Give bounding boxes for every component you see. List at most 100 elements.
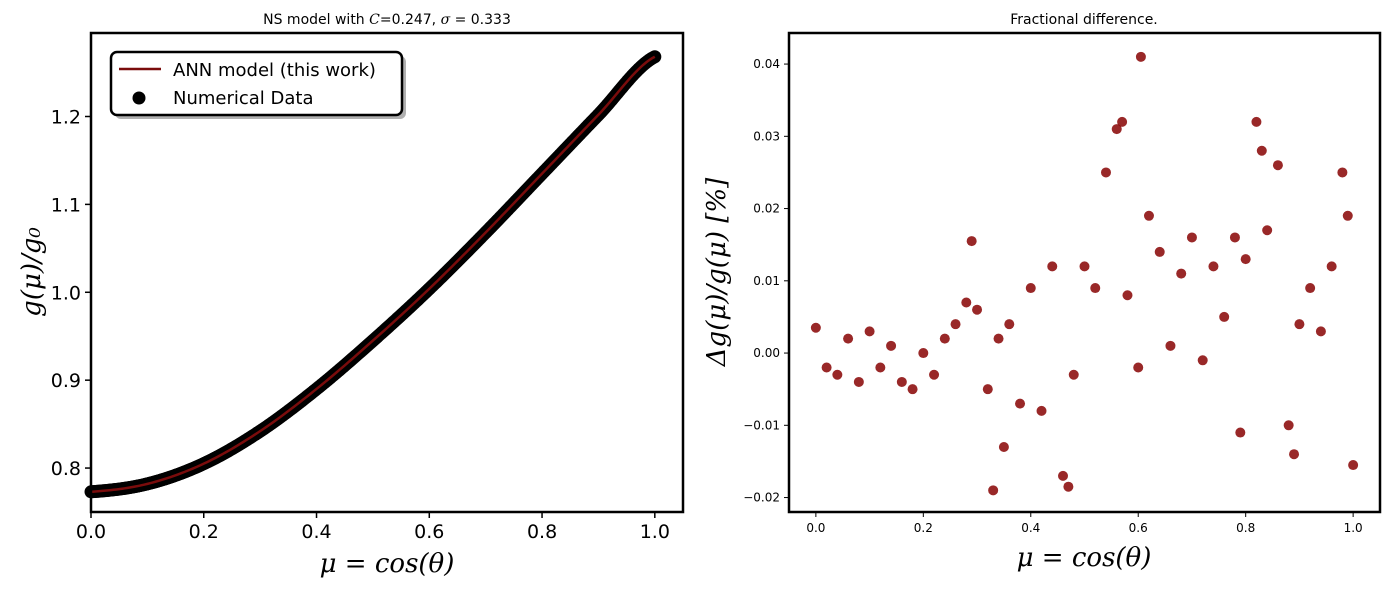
right-axes-frame (787, 31, 1382, 514)
left-plot-area (84, 50, 662, 499)
fractional-difference-point (1004, 319, 1015, 330)
x-tick-label: 0.4 (1021, 521, 1040, 535)
fractional-difference-point (1079, 261, 1090, 272)
x-tick-label: 0.6 (414, 521, 444, 543)
fractional-difference-point (1240, 254, 1251, 265)
fractional-difference-point (1135, 51, 1146, 62)
fractional-difference-point (1176, 268, 1187, 279)
fractional-difference-point (1047, 261, 1058, 272)
fractional-difference-point (1122, 290, 1133, 301)
fractional-difference-point (1208, 261, 1219, 272)
fractional-difference-point (907, 384, 918, 395)
y-tick-label: 0.9 (51, 370, 81, 392)
y-tick-label: 1.1 (51, 194, 81, 216)
fractional-difference-point (1143, 210, 1154, 221)
fractional-difference-point (950, 319, 961, 330)
fractional-difference-point (966, 236, 977, 247)
fractional-difference-point (929, 369, 940, 380)
fractional-difference-point (1326, 261, 1337, 272)
legend-box (109, 50, 404, 117)
x-tick-label: 0.4 (301, 521, 331, 543)
fractional-difference-point (1165, 340, 1176, 351)
fractional-difference-point (1283, 420, 1294, 431)
fractional-difference-point (1063, 481, 1074, 492)
y-tick-label: 0.00 (753, 346, 780, 360)
fractional-difference-point (982, 384, 993, 395)
x-tick-label: 1.0 (1344, 521, 1363, 535)
fractional-difference-point (998, 441, 1009, 452)
fractional-difference-point (1036, 405, 1047, 416)
fractional-difference-point (988, 485, 999, 496)
x-tick-label: 0.2 (914, 521, 933, 535)
x-tick-label: 0.8 (1236, 521, 1255, 535)
fractional-difference-point (972, 304, 983, 315)
fractional-difference-point (1235, 427, 1246, 438)
fractional-difference-point (864, 326, 875, 337)
fractional-difference-point (1305, 283, 1316, 294)
fractional-difference-point (1068, 369, 1079, 380)
x-tick-label: 0.6 (1129, 521, 1148, 535)
x-tick-label: 0.2 (189, 521, 219, 543)
fractional-difference-point (1294, 319, 1305, 330)
right-plot-area (810, 51, 1359, 496)
right-x-ticks: 0.0 0.2 0.4 0.6 0.8 1.0 (806, 512, 1363, 535)
fractional-difference-point (1342, 210, 1353, 221)
left-axes-frame (89, 31, 685, 514)
y-tick-label: 0.8 (51, 458, 81, 480)
fractional-difference-point (1117, 116, 1128, 127)
fractional-difference-point (939, 333, 950, 344)
right-x-axis-label: μ = cos(θ) (1017, 543, 1152, 573)
fractional-difference-point (1348, 460, 1359, 471)
fractional-difference-point (1025, 283, 1036, 294)
left-chart-panel: NS model with C=0.247, σ = 0.333 0.0 0.2 0… (17, 12, 685, 579)
right-chart-panel: Fractional difference. 0.0 0.2 0.4 0.6 0.8 1.… (702, 12, 1382, 573)
y-tick-label: 0.02 (753, 202, 780, 216)
fractional-difference-point (886, 340, 897, 351)
fractional-difference-point (1133, 362, 1144, 373)
fractional-difference-point (875, 362, 886, 373)
fractional-difference-point (1100, 167, 1111, 178)
left-chart-title: NS model with C=0.247, σ = 0.333 (263, 12, 511, 28)
fractional-difference-point (1058, 470, 1069, 481)
left-x-axis-label: μ = cos(θ) (320, 549, 455, 579)
fractional-difference-point (1337, 167, 1348, 178)
legend-label-numerical-data: Numerical Data (173, 88, 314, 109)
y-tick-label: 0.03 (753, 129, 780, 143)
fractional-difference-point (832, 369, 843, 380)
fractional-difference-point (1015, 398, 1026, 409)
fractional-difference-point (1090, 283, 1101, 294)
left-y-axis-label: g(μ)/g₀ (17, 227, 47, 317)
fractional-difference-point (1111, 124, 1122, 135)
y-tick-label: 0.04 (753, 57, 780, 71)
x-tick-label: 0.0 (806, 521, 825, 535)
fractional-difference-point (1154, 246, 1165, 257)
x-tick-label: 0.8 (527, 521, 557, 543)
y-tick-label: 0.01 (753, 274, 780, 288)
right-y-ticks: −0.02 −0.01 0.00 0.01 0.02 0.03 0.04 (743, 57, 789, 505)
fractional-difference-point (1251, 116, 1262, 127)
left-x-ticks: 0.0 0.2 0.4 0.6 0.8 1.0 (76, 512, 670, 543)
y-tick-label: 1.2 (51, 106, 81, 128)
ann-model-line (90, 55, 656, 494)
fractional-difference-point (896, 376, 907, 387)
fractional-difference-point (918, 348, 929, 359)
fractional-difference-point (1272, 160, 1283, 171)
fractional-difference-point (810, 322, 821, 333)
x-tick-label: 0.0 (76, 521, 106, 543)
fractional-difference-point (843, 333, 854, 344)
y-tick-label: 1.0 (51, 282, 81, 304)
left-legend: ANN model (this work) Numerical Data (109, 50, 406, 119)
fractional-difference-point (821, 362, 832, 373)
y-tick-label: −0.01 (743, 418, 780, 432)
legend-label-ann-model: ANN model (this work) (173, 60, 376, 81)
fractional-difference-point (1289, 449, 1300, 460)
fractional-difference-point (853, 376, 864, 387)
left-y-ticks: 0.8 0.9 1.0 1.1 1.2 (51, 106, 91, 480)
fractional-difference-point (1315, 326, 1326, 337)
fractional-difference-point (1197, 355, 1208, 366)
fractional-difference-point (1256, 145, 1267, 156)
fractional-difference-point (961, 297, 972, 308)
legend-marker-swatch (132, 91, 146, 105)
fractional-difference-point (993, 333, 1004, 344)
